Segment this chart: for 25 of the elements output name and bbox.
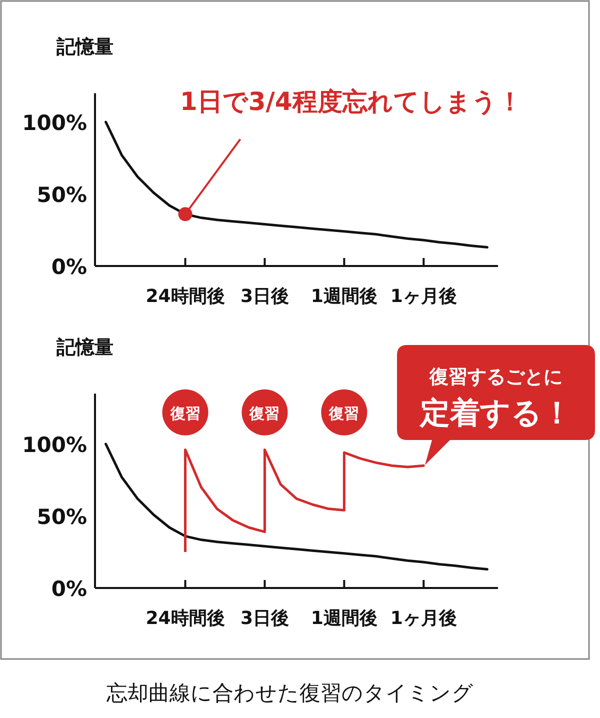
x-tick-label: 24時間後 xyxy=(146,286,225,307)
y-tick-label: 50% xyxy=(36,505,87,529)
x-tick-label: 1ヶ月後 xyxy=(390,286,457,307)
annotation: 復習 xyxy=(248,404,280,422)
x-tick-label: 1ヶ月後 xyxy=(390,608,457,629)
y-axis-title: 記憶量 xyxy=(56,36,114,58)
y-tick-label: 100% xyxy=(22,433,87,457)
y-tick-label: 100% xyxy=(22,111,87,135)
x-tick-label: 24時間後 xyxy=(146,608,225,629)
y-tick-label: 50% xyxy=(36,183,87,207)
x-tick-label: 1週間後 xyxy=(310,608,378,629)
text: 復習するごとに xyxy=(428,366,562,388)
line-series xyxy=(104,120,488,249)
text: 忘却曲線に合わせた復習のタイミング xyxy=(106,681,474,705)
line-series xyxy=(104,442,488,571)
annotation: 復習 xyxy=(328,404,360,422)
y-axis-title: 記憶量 xyxy=(56,336,114,359)
annotation: 1日で3/4程度忘れてしまう！ xyxy=(180,87,522,116)
y-tick-label: 0% xyxy=(51,577,87,601)
x-tick-label: 1週間後 xyxy=(310,286,378,307)
x-tick-label: 3日後 xyxy=(240,608,289,629)
y-tick-label: 0% xyxy=(51,255,87,279)
annotation: 定着する！ xyxy=(419,396,572,431)
annotation: 復習 xyxy=(169,404,200,422)
x-tick-label: 3日後 xyxy=(240,286,289,307)
